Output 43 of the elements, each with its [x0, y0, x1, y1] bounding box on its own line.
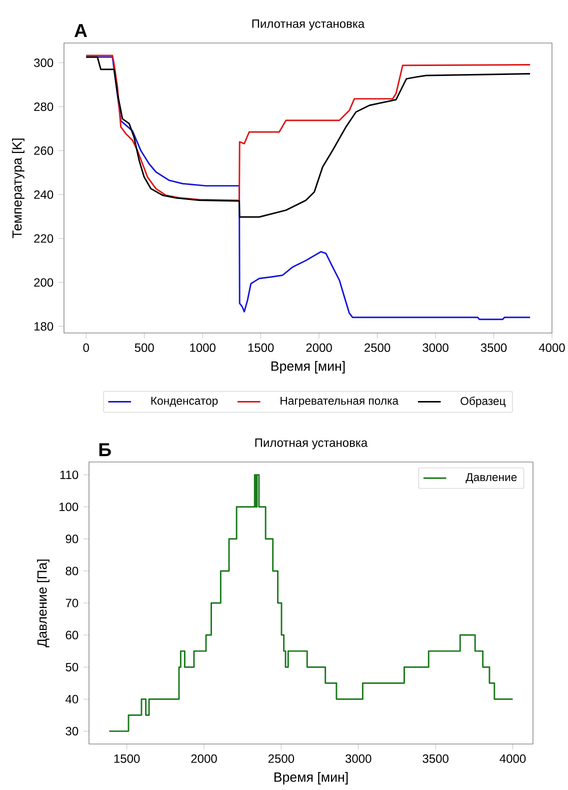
- x-tick-label: 4000: [500, 754, 526, 763]
- chart-title: Пилотная установка: [252, 20, 365, 30]
- x-tick-label: 3000: [422, 343, 448, 352]
- text: Б: [99, 443, 111, 456]
- x-tick-label: 500: [134, 343, 154, 352]
- y-tick-label: 30: [66, 726, 78, 736]
- y-tick-label: 90: [66, 534, 78, 544]
- y-tick-label: 50: [66, 662, 78, 672]
- y-tick-label: 180: [34, 322, 54, 331]
- y-tick-label: 240: [34, 190, 54, 199]
- y-axis-title: Давление [Па]: [36, 560, 50, 648]
- y-tick-label: 110: [60, 470, 78, 480]
- x-axis-title: Время [мин]: [274, 772, 348, 784]
- x-axis-title: Время [мин]: [271, 361, 345, 374]
- x-tick-label: 3500: [480, 343, 507, 352]
- x-tick-label: 0: [83, 343, 89, 352]
- y-tick-label: 260: [34, 146, 54, 155]
- x-tick-label: 1000: [190, 343, 216, 352]
- text: А: [74, 24, 88, 37]
- chart-title: Пилотная установка: [255, 438, 368, 450]
- x-tick-label: 2000: [191, 754, 217, 763]
- y-tick-label: 40: [66, 694, 78, 704]
- y-tick-label: 60: [66, 630, 78, 640]
- x-tick-label: 2500: [268, 754, 294, 763]
- legend-label: Образец: [460, 396, 506, 408]
- x-tick-label: 2000: [306, 343, 332, 352]
- y-tick-label: 300: [34, 58, 54, 68]
- legend-label: Давление: [466, 473, 517, 484]
- x-tick-label: 1500: [248, 343, 274, 352]
- x-tick-label: 4000: [538, 343, 565, 352]
- x-tick-label: 1500: [114, 754, 140, 763]
- x-tick-label: 2500: [364, 343, 390, 352]
- y-axis-title: Температура [K]: [12, 138, 24, 238]
- legend-label: Конденсатор: [151, 396, 218, 407]
- legend-label: Нагревательная полка: [280, 396, 399, 407]
- y-tick-label: 70: [66, 598, 78, 608]
- y-tick-label: 200: [34, 278, 54, 287]
- x-tick-label: 3000: [346, 754, 372, 763]
- y-tick-label: 220: [34, 234, 54, 243]
- y-tick-label: 100: [59, 502, 78, 512]
- y-tick-label: 280: [34, 102, 54, 111]
- y-tick-label: 80: [66, 566, 78, 576]
- x-tick-label: 3500: [422, 754, 448, 763]
